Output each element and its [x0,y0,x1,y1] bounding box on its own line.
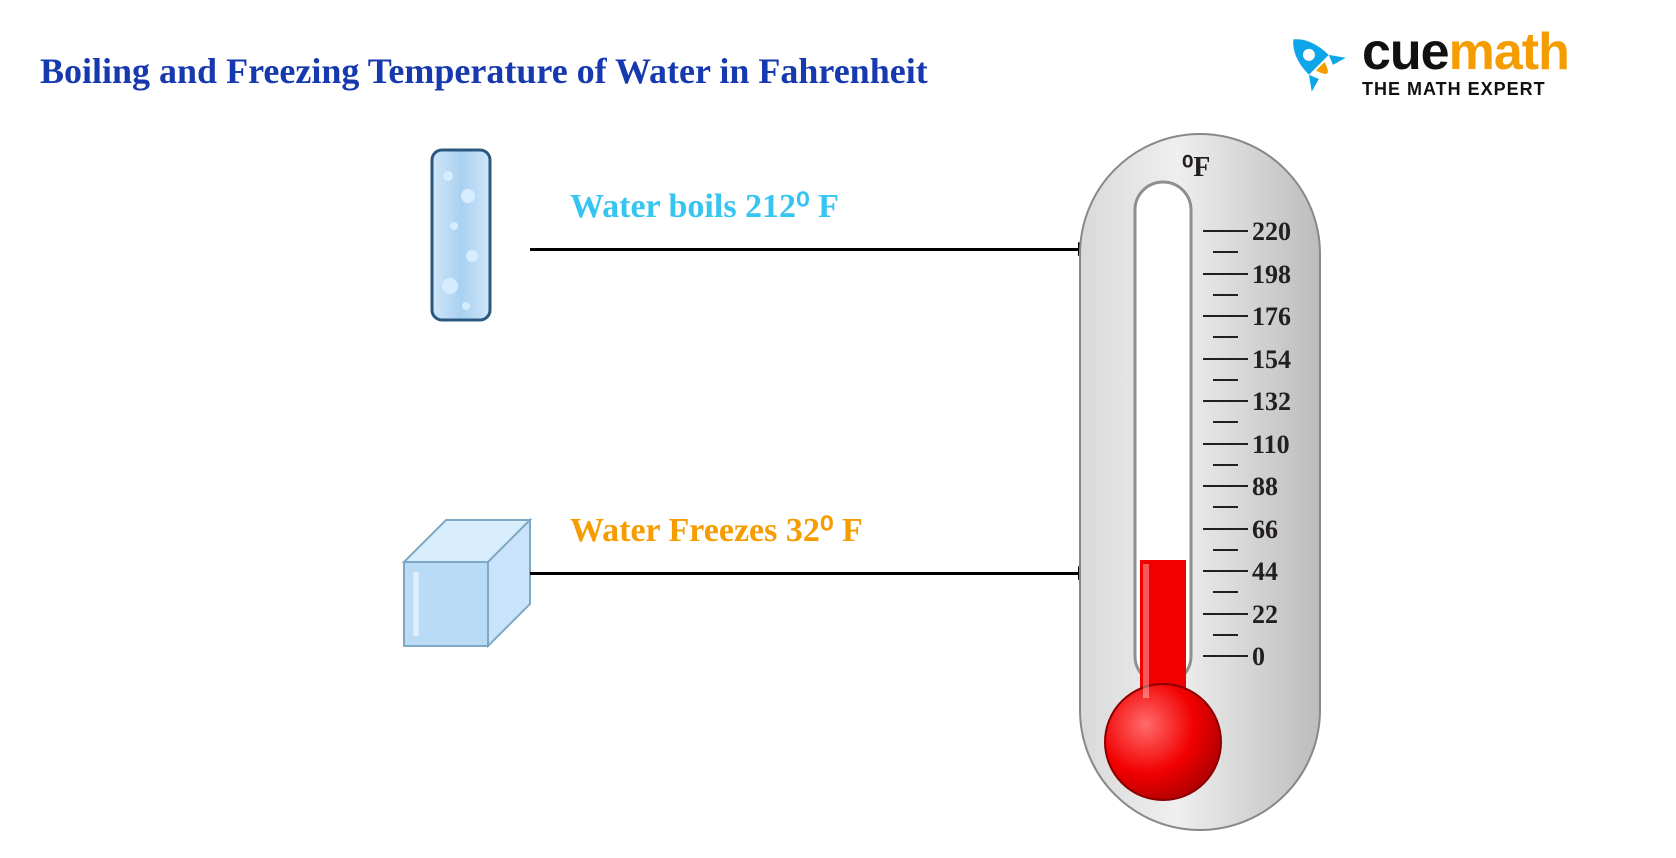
scale-tick-major [1203,485,1248,487]
scale-number: 110 [1252,430,1290,460]
scale-tick-minor [1213,251,1238,253]
boiling-water-beaker [428,146,494,324]
scale-tick-major [1203,358,1248,360]
scale-tick-major [1203,655,1248,657]
scale-number: 0 [1252,642,1265,672]
rocket-icon [1280,26,1352,98]
scale-tick-minor [1213,464,1238,466]
scale-number: 176 [1252,302,1291,332]
scale-tick-minor [1213,294,1238,296]
scale-tick-minor [1213,379,1238,381]
scale-number: 88 [1252,472,1278,502]
annotation-boils: Water boils 212⁰ F [570,186,839,226]
scale-number: 154 [1252,345,1291,375]
brand-tagline: THE MATH EXPERT [1362,80,1569,98]
scale-number: 132 [1252,387,1291,417]
scale-number: 44 [1252,557,1278,587]
scale-number: 66 [1252,515,1278,545]
scale-tick-major [1203,613,1248,615]
scale-tick-minor [1213,549,1238,551]
scale-tick-major [1203,400,1248,402]
scale-tick-minor [1213,634,1238,636]
scale-number: 220 [1252,217,1291,247]
scale-tick-minor [1213,336,1238,338]
scale-tick-minor [1213,506,1238,508]
scale-tick-minor [1213,591,1238,593]
scale-tick-major [1203,443,1248,445]
annotation-freezes: Water Freezes 32⁰ F [570,510,863,550]
brand-prefix: cue [1362,23,1449,81]
scale-number: 22 [1252,600,1278,630]
scale-tick-minor [1213,421,1238,423]
scale-tick-major [1203,528,1248,530]
thermometer-unit: ⁰F [1182,150,1210,184]
arrow-freezes [530,572,1078,575]
ice-cube [394,510,534,650]
arrow-boils [530,248,1078,251]
brand-logo: cuemathTHE MATH EXPERT [1280,26,1569,98]
scale-tick-major [1203,273,1248,275]
brand-suffix: math [1449,23,1569,81]
scale-tick-major [1203,315,1248,317]
scale-number: 198 [1252,260,1291,290]
scale-tick-major [1203,230,1248,232]
scale-tick-major [1203,570,1248,572]
page-title: Boiling and Freezing Temperature of Wate… [40,50,928,92]
